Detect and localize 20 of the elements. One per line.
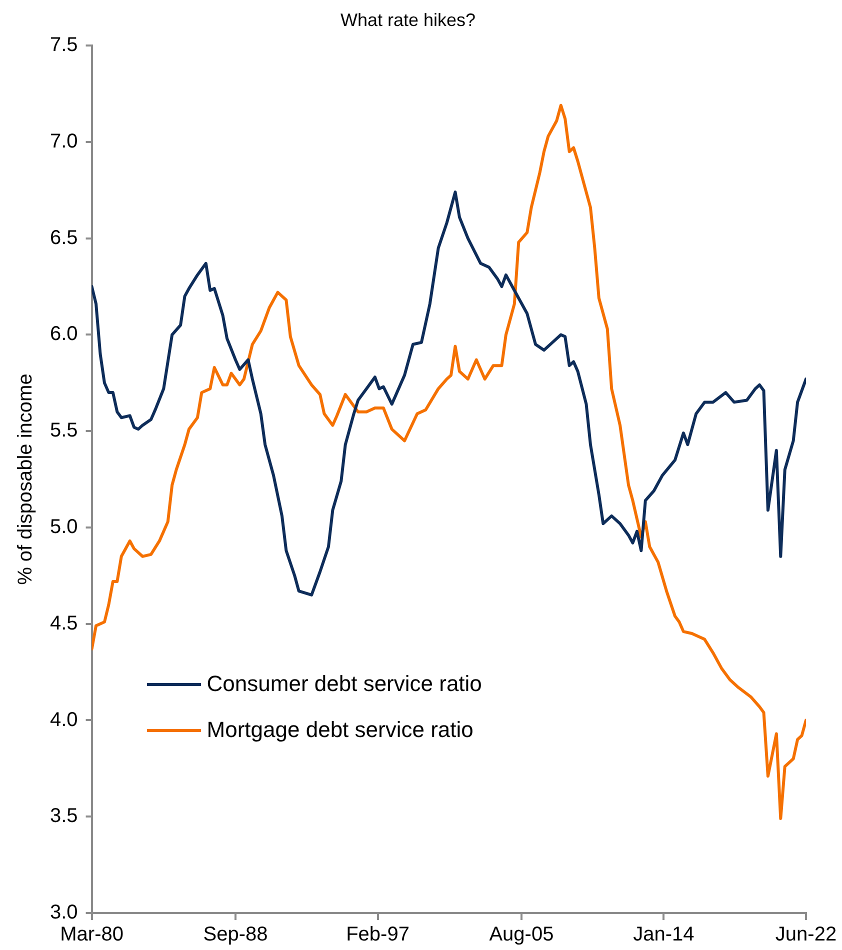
x-tick-label: Jan-14 [633, 924, 694, 946]
y-tick-label: 6.0 [50, 323, 78, 346]
y-tick-label: 7.5 [50, 34, 78, 56]
y-tick-label: 6.5 [50, 226, 78, 249]
y-tick-label: 7.0 [50, 130, 78, 152]
y-axis-title: % of disposable income [14, 374, 37, 585]
x-tick-label: Aug-05 [489, 924, 554, 946]
x-tick-label: Feb-97 [346, 924, 410, 946]
legend-label: Consumer debt service ratio [206, 671, 482, 697]
chart-title: What rate hikes? [340, 10, 476, 30]
y-tick-label: 5.5 [50, 420, 78, 442]
y-tick-label: 3.0 [50, 902, 78, 924]
x-tick-label: Sep-88 [203, 924, 268, 946]
x-tick-label: Mar-80 [60, 924, 124, 946]
legend-label: Mortgage debt service ratio [206, 717, 474, 743]
x-tick-label: Jun-22 [775, 924, 837, 946]
y-tick-label: 5.0 [50, 516, 78, 538]
y-tick-label: 3.5 [50, 805, 78, 828]
y-tick-label: 4.5 [50, 612, 78, 634]
y-tick-label: 4.0 [50, 708, 78, 731]
